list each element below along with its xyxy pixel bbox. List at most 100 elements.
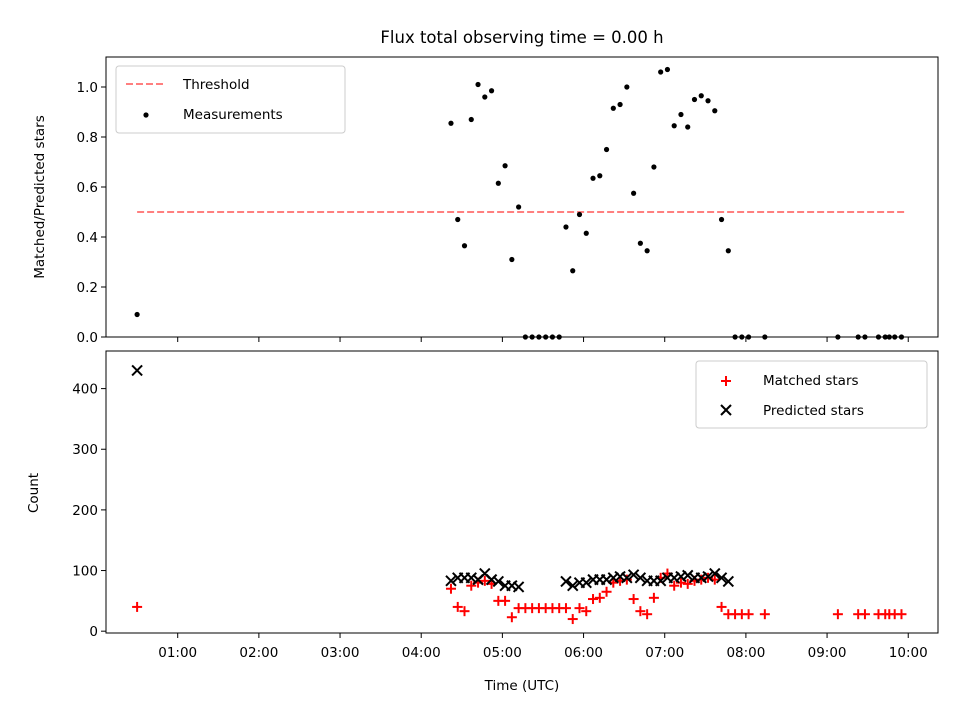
bottom-y-tick-label: 400 <box>72 382 98 398</box>
bottom-x-ticks: 01:00 02:00 03:00 04:00 05:00 06:00 07:00 08:00… <box>158 633 928 661</box>
top-y-tick-label: 1.0 <box>77 80 98 96</box>
legend-matched-label: Matched stars <box>763 373 859 389</box>
matched-star-point <box>479 575 490 586</box>
measurement-point <box>698 93 704 99</box>
measurement-point <box>502 163 508 169</box>
predicted-star-point <box>512 581 525 593</box>
matched-star-point <box>594 592 605 603</box>
measurements-points <box>134 66 905 340</box>
measurement-point <box>448 120 454 126</box>
matched-star-point <box>459 606 470 617</box>
measurement-point <box>746 334 752 340</box>
matched-star-point <box>560 603 571 614</box>
matched-star-point <box>743 609 754 620</box>
measurement-point <box>705 98 711 104</box>
legend-threshold-label: Threshold <box>182 77 250 93</box>
measurement-point <box>529 334 535 340</box>
measurement-point <box>685 124 691 130</box>
matched-star-point <box>500 595 511 606</box>
bottom-y-tick-label: 200 <box>72 503 98 519</box>
bottom-y-tick-label: 100 <box>72 564 98 580</box>
legend-measurements-label: Measurements <box>183 107 283 123</box>
measurement-point <box>603 146 610 153</box>
matched-star-point <box>466 580 477 591</box>
top-y-axis-label: Matched/Predicted stars <box>32 115 48 278</box>
x-tick-label: 08:00 <box>726 645 765 661</box>
predicted-star-point <box>621 572 633 584</box>
measurement-point <box>835 334 841 340</box>
predicted-star-point <box>682 569 694 582</box>
measurement-point <box>461 243 468 249</box>
measurement-point <box>617 101 623 108</box>
matched-star-point <box>567 614 578 625</box>
matched-star-point <box>635 606 646 617</box>
measurement-point <box>762 334 768 340</box>
measurement-point <box>624 84 630 90</box>
measurement-point <box>556 334 562 340</box>
measurement-point <box>892 334 898 340</box>
measurement-point <box>644 248 650 254</box>
bottom-y-ticks: 0 100 200 300 400 <box>72 382 106 640</box>
measurement-point <box>563 224 569 230</box>
predicted-star-point <box>465 572 477 584</box>
matched-star-point <box>574 603 585 614</box>
bottom-y-tick-label: 300 <box>72 442 98 458</box>
measurement-point <box>875 334 882 340</box>
measurement-point <box>455 216 461 223</box>
measurement-point <box>712 108 718 114</box>
matched-star-point <box>642 609 653 620</box>
measurement-point <box>549 334 556 340</box>
matched-star-point <box>132 601 143 612</box>
measurement-point <box>678 111 684 118</box>
predicted-star-point <box>485 573 498 586</box>
measurement-point <box>882 334 888 340</box>
predicted-star-point <box>634 572 647 584</box>
measurement-point <box>522 334 528 340</box>
matched-star-point <box>675 577 686 588</box>
bottom-y-axis-label: Count <box>26 473 42 513</box>
matched-star-point <box>506 612 517 623</box>
measurement-point <box>475 81 481 88</box>
bottom-legend: Matched stars Predicted stars <box>695 360 928 429</box>
x-tick-label: 02:00 <box>239 645 278 661</box>
chart-title: Flux total observing time = 0.00 h <box>380 28 663 47</box>
measurement-point <box>631 190 637 196</box>
bottom-legend-box <box>695 360 928 429</box>
x-tick-label: 06:00 <box>564 645 603 661</box>
measurement-point <box>739 334 745 340</box>
predicted-star-point <box>131 364 143 377</box>
matched-star-point <box>896 609 907 620</box>
top-y-ticks: 0.0 0.2 0.4 0.6 0.8 1.0 <box>77 80 106 346</box>
top-y-tick-label: 0.2 <box>77 280 98 296</box>
measurement-point <box>590 175 596 181</box>
measurement-point <box>583 230 589 236</box>
measurement-point <box>732 334 738 340</box>
measurement-point <box>536 334 542 340</box>
predicted-star-point <box>580 576 592 589</box>
measurement-point <box>862 334 868 340</box>
measurement-point <box>576 211 583 218</box>
matched-star-point <box>716 601 727 612</box>
x-axis-label: Time (UTC) <box>484 678 560 694</box>
measurement-point <box>886 334 892 340</box>
x-tick-label: 03:00 <box>321 645 360 661</box>
legend-predicted-swatch <box>720 404 732 416</box>
predicted-star-point <box>492 575 505 588</box>
measurement-point <box>855 334 861 340</box>
predicted-star-point <box>715 572 728 584</box>
top-y-tick-label: 0.6 <box>77 180 98 196</box>
measurement-point <box>691 96 698 103</box>
measurement-point <box>516 204 522 210</box>
measurement-point <box>468 116 474 123</box>
measurement-point <box>671 123 677 129</box>
measurement-point <box>495 180 501 186</box>
matched-star-point <box>832 609 843 620</box>
predicted-star-point <box>567 579 579 592</box>
matched-star-point <box>601 586 612 597</box>
matched-star-point <box>648 592 659 603</box>
x-tick-label: 05:00 <box>483 645 522 661</box>
top-legend: Threshold Measurements <box>115 65 346 134</box>
measurement-point <box>637 240 643 246</box>
x-tick-label: 04:00 <box>402 645 441 661</box>
